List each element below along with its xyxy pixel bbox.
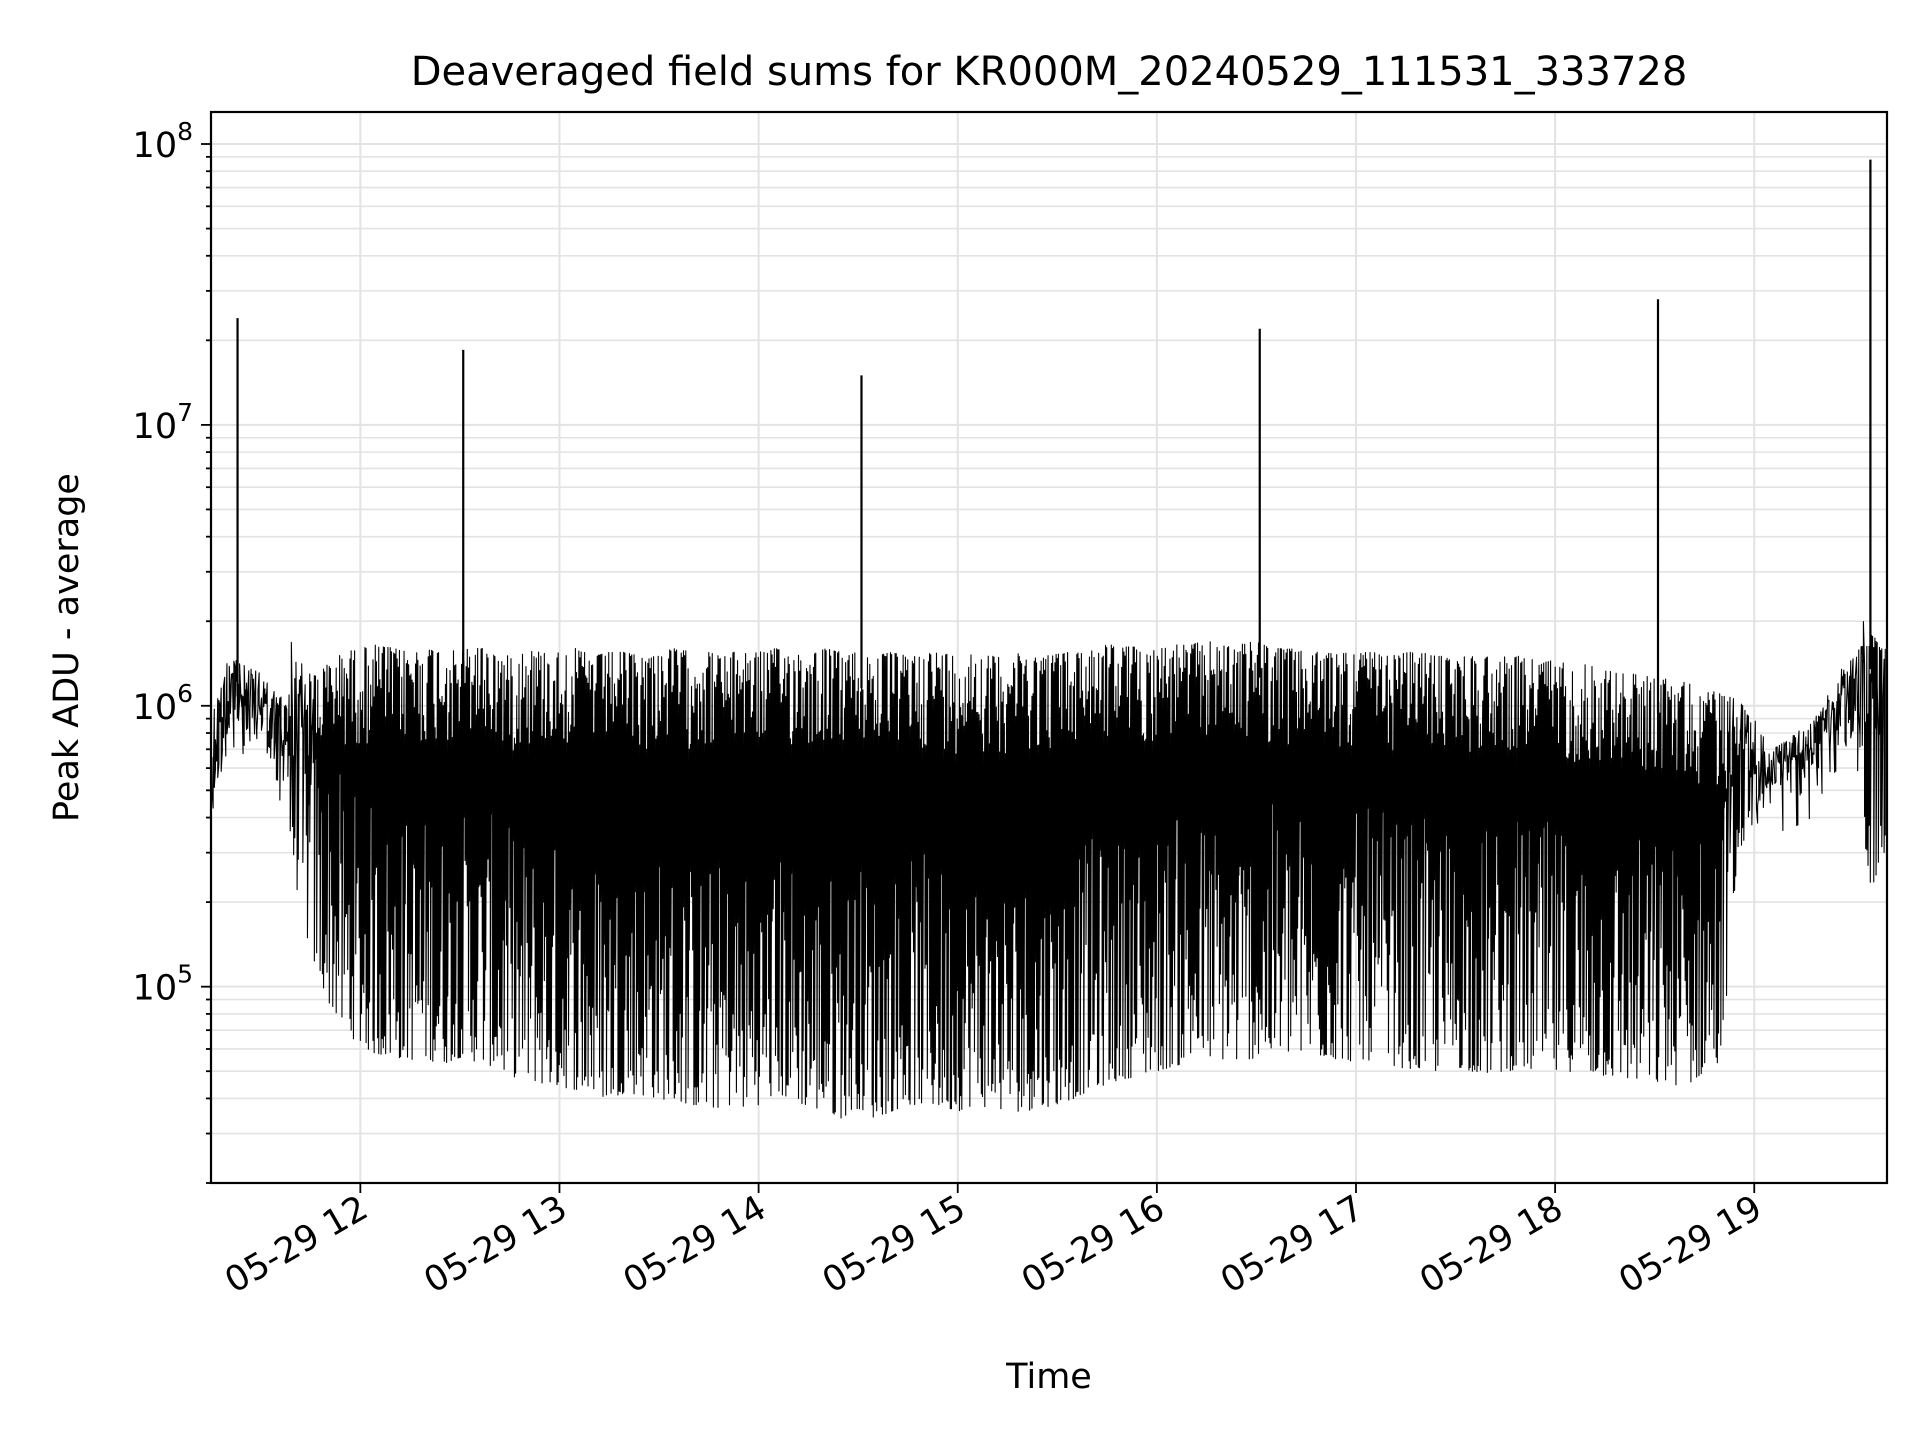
y-tick-base: 10 <box>133 126 178 166</box>
y-tick-exponent: 8 <box>177 117 193 146</box>
y-tick-base: 10 <box>133 969 178 1009</box>
y-tick-label: 105 <box>133 960 193 1009</box>
y-tick-base: 10 <box>133 688 178 728</box>
y-axis-label: Peak ADU - average <box>47 473 87 822</box>
y-tick-base: 10 <box>133 407 178 447</box>
y-tick-label: 107 <box>133 398 193 447</box>
y-tick-exponent: 5 <box>177 960 193 989</box>
y-tick-label: 108 <box>133 117 193 166</box>
plot-frame <box>209 110 1889 1185</box>
y-tick-exponent: 7 <box>177 398 193 427</box>
plot-data <box>211 159 1886 1119</box>
data-series-line <box>211 620 1886 1119</box>
chart-title: Deaveraged field sums for KR000M_2024052… <box>411 49 1688 95</box>
y-tick-label: 106 <box>133 679 193 728</box>
x-axis-label: Time <box>1005 1357 1092 1397</box>
y-tick-exponent: 6 <box>177 679 193 708</box>
